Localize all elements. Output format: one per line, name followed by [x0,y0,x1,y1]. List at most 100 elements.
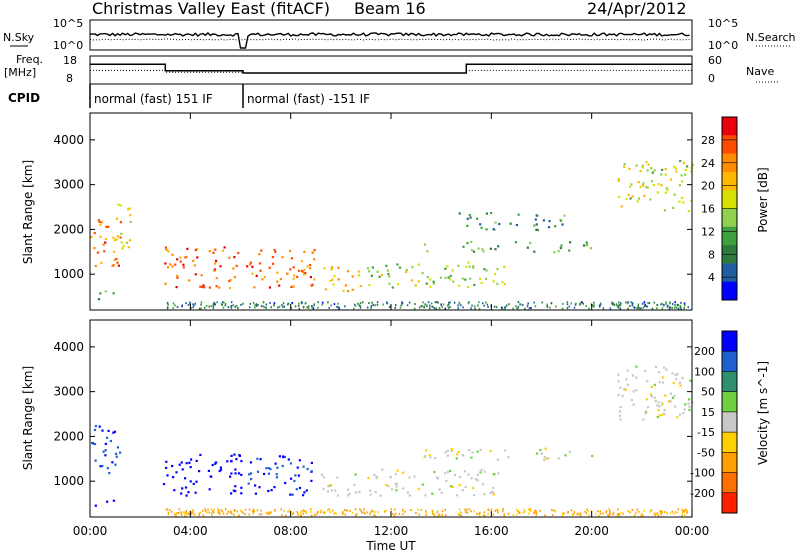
heatmap-cell [644,370,647,373]
heatmap-cell [311,251,314,254]
heatmap-cell [202,509,204,512]
heatmap-cell [445,480,448,483]
heatmap-cell [629,305,631,307]
heatmap-cell [681,377,684,380]
heatmap-cell [210,305,212,308]
heatmap-cell [169,509,171,512]
heatmap-cell [252,509,254,512]
heatmap-cell [573,511,576,513]
heatmap-cell [563,214,566,217]
heatmap-cell [683,307,685,310]
heatmap-cell [129,220,132,224]
heatmap-cell [661,511,663,514]
heatmap-cell [460,514,463,517]
heatmap-cell [327,485,330,488]
heatmap-cell [98,220,101,223]
heatmap-cell [330,489,333,492]
heatmap-cell [374,304,376,307]
heatmap-cell [208,250,211,253]
heatmap-cell [117,264,120,267]
heatmap-cell [255,305,258,307]
heatmap-cell [265,303,268,306]
heatmap-cell [200,274,203,277]
heatmap-cell [202,284,205,287]
heatmap-cell [209,475,212,478]
heatmap-cell [673,394,676,398]
heatmap-cell [162,483,166,486]
heatmap-cell [466,512,469,515]
heatmap-cell [675,170,678,173]
heatmap-cell [645,398,648,401]
heatmap-cell [290,257,293,260]
heatmap-cell [618,195,621,198]
heatmap-cell [482,250,485,253]
heatmap-cell [217,508,219,511]
heatmap-cell [667,400,671,403]
heatmap-cell [582,302,584,305]
heatmap-cell [180,461,183,464]
heatmap-cell [626,369,629,372]
heatmap-cell [395,489,398,492]
heatmap-cell [256,509,259,512]
heatmap-cell [689,379,692,382]
heatmap-cell [394,508,396,511]
heatmap-cell [481,248,484,251]
heatmap-cell [496,509,499,512]
heatmap-cell [438,307,441,310]
heatmap-cell [679,413,682,416]
heatmap-cell [684,304,686,307]
heatmap-cell [440,491,443,494]
heatmap-cell [297,269,301,272]
heatmap-cell [240,492,243,495]
heatmap-cell [515,305,517,308]
heatmap-cell [648,302,651,305]
heatmap-cell [539,448,542,452]
heatmap-cell [533,301,535,304]
heatmap-cell [432,282,435,285]
heatmap-cell [93,443,97,446]
heatmap-cell [301,271,305,274]
heatmap-cell [616,305,619,308]
heatmap-cell [369,513,371,516]
heatmap-cell [127,246,130,249]
heatmap-cell [212,303,214,306]
heatmap-cell [431,509,434,512]
heatmap-cell [360,509,362,512]
colorbar-swatch [722,171,737,191]
heatmap-cell [495,306,498,309]
heatmap-cell [555,305,557,308]
heatmap-cell [458,284,461,287]
heatmap-cell [282,302,285,305]
heatmap-cell [290,285,293,288]
heatmap-cell [398,266,402,269]
heatmap-cell [560,244,563,247]
heatmap-cell [252,508,255,511]
heatmap-cell [681,196,684,199]
heatmap-cell [224,304,227,307]
heatmap-cell [287,458,290,461]
heatmap-cell [483,470,486,473]
heatmap-cell [164,282,167,285]
heatmap-cell [627,301,629,303]
heatmap-cell [166,474,169,477]
heatmap-cell [347,494,350,497]
heatmap-cell [334,512,336,515]
heatmap-cell [561,223,564,226]
heatmap-cell [240,460,243,463]
heatmap-cell [254,492,257,495]
heatmap-cell [669,400,672,403]
heatmap-cell [192,509,195,512]
heatmap-cell [214,262,217,265]
heatmap-cell [258,253,261,256]
heatmap-cell [172,302,175,305]
heatmap-cell [317,306,319,309]
heatmap-cell [252,512,254,515]
heatmap-cell [657,409,660,412]
noise-tick-bottom-left: 10^0 [53,39,83,52]
heatmap-cell [292,285,295,288]
heatmap-cell [550,302,553,305]
heatmap-cell [671,510,674,513]
heatmap-cell [287,510,289,513]
heatmap-cell [631,304,634,307]
heatmap-cell [646,406,650,409]
